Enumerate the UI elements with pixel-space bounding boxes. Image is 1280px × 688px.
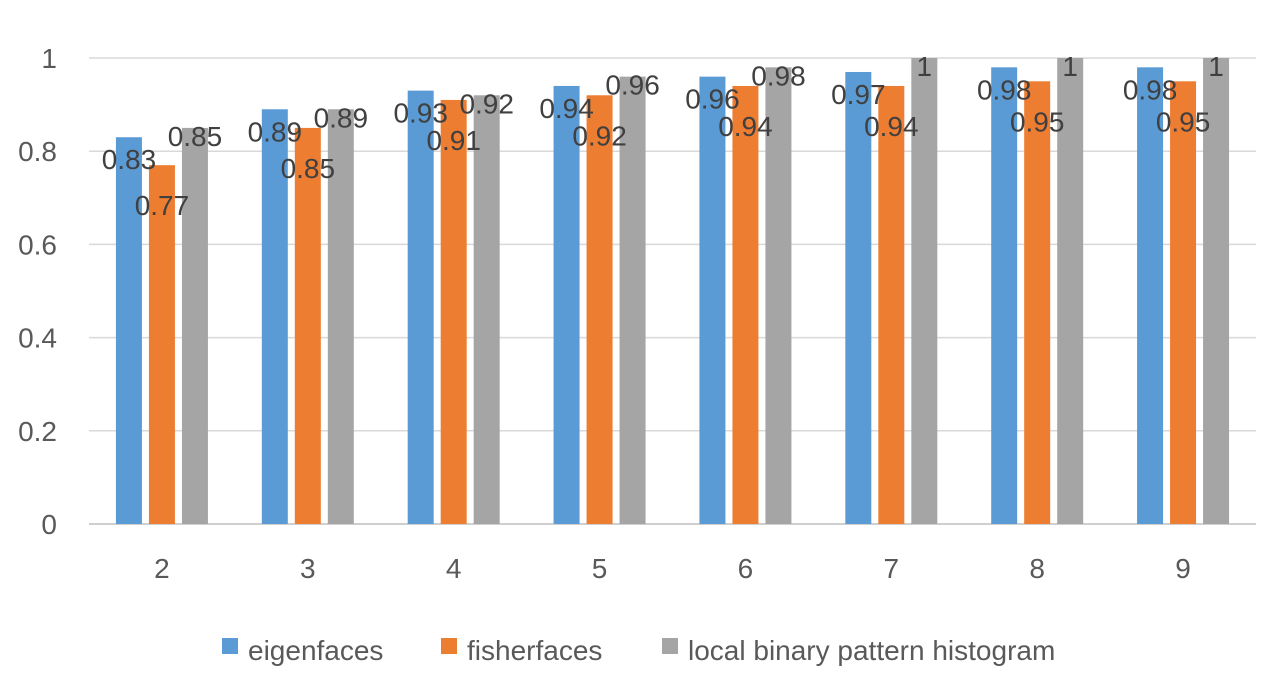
x-tick-label: 8 [1029,553,1045,584]
bar-eigenfaces-6 [699,76,726,524]
bar-local-binary-pattern-histogram-2 [181,127,208,525]
bar-eigenfaces-2 [115,137,142,524]
legend-label: local binary pattern histogram [688,635,1055,666]
y-tick-label: 0.8 [18,136,57,167]
x-tick-label: 9 [1175,553,1191,584]
legend: eigenfaces fisherfaces local binary patter… [222,635,1055,666]
data-label: 0.96 [605,70,660,101]
bar-eigenfaces-3 [261,109,288,524]
bars [115,58,1230,525]
bar-eigenfaces-4 [407,90,434,525]
data-label: 0.92 [572,120,627,151]
bar-fisherfaces-4 [440,99,467,524]
data-label: 0.89 [248,116,303,147]
bar-local-binary-pattern-histogram-8 [1057,58,1084,524]
data-label: 0.95 [1156,106,1211,137]
bar-fisherfaces-9 [1170,81,1197,525]
data-label: 0.85 [281,153,336,184]
y-tick-label: 0.6 [18,229,57,260]
y-tick-label: 0 [41,509,57,540]
y-tick-label: 0.2 [18,416,57,447]
data-label: 1 [1062,51,1078,82]
data-label: 0.94 [864,111,919,142]
bar-local-binary-pattern-histogram-5 [619,76,646,524]
data-label: 0.89 [314,102,369,133]
y-axis-ticks: 0 0.2 0.4 0.6 0.8 1 [18,43,57,540]
legend-label: fisherfaces [467,635,602,666]
legend-label: eigenfaces [248,635,383,666]
data-label: 0.83 [102,144,157,175]
bar-eigenfaces-5 [553,85,580,525]
data-label: 0.93 [393,98,448,129]
legend-swatch [441,638,457,654]
bar-local-binary-pattern-histogram-7 [911,58,938,524]
bar-fisherfaces-8 [1024,81,1051,525]
data-label: 0.91 [426,125,481,156]
bar-eigenfaces-7 [845,71,872,524]
bar-local-binary-pattern-histogram-9 [1203,58,1230,524]
legend-swatch [662,638,678,654]
data-label: 0.95 [1010,106,1065,137]
data-labels: 0.830.770.85 0.890.850.89 0.930.910.92 0.94… [102,51,1224,221]
data-label: 1 [1208,51,1224,82]
bar-fisherfaces-7 [878,85,905,525]
data-label: 0.98 [751,60,806,91]
bar-local-binary-pattern-histogram-3 [327,109,354,524]
data-label: 1 [917,51,933,82]
x-tick-label: 6 [738,553,754,584]
y-tick-label: 0.4 [18,323,57,354]
bar-eigenfaces-8 [991,67,1018,524]
data-label: 0.98 [977,74,1032,105]
x-tick-label: 5 [592,553,608,584]
data-label: 0.94 [718,111,773,142]
bar-fisherfaces-5 [586,95,613,524]
data-label: 0.96 [685,84,740,115]
data-label: 0.85 [168,121,223,152]
bar-local-binary-pattern-histogram-4 [473,95,500,524]
data-label: 0.98 [1123,74,1178,105]
data-label: 0.77 [135,190,190,221]
x-axis-ticks: 2 3 4 5 6 7 8 9 [154,553,1191,584]
bar-fisherfaces-6 [732,85,759,525]
data-label: 0.92 [459,88,514,119]
data-label: 0.97 [831,79,886,110]
bar-fisherfaces-3 [294,127,321,525]
legend-swatch [222,638,238,654]
data-label: 0.94 [539,93,594,124]
bar-eigenfaces-9 [1137,67,1164,524]
x-tick-label: 4 [446,553,462,584]
x-tick-label: 7 [884,553,900,584]
bar-local-binary-pattern-histogram-6 [765,67,792,524]
y-tick-label: 1 [41,43,57,74]
x-tick-label: 3 [300,553,316,584]
bar-fisherfaces-2 [148,165,175,524]
x-tick-label: 2 [154,553,170,584]
